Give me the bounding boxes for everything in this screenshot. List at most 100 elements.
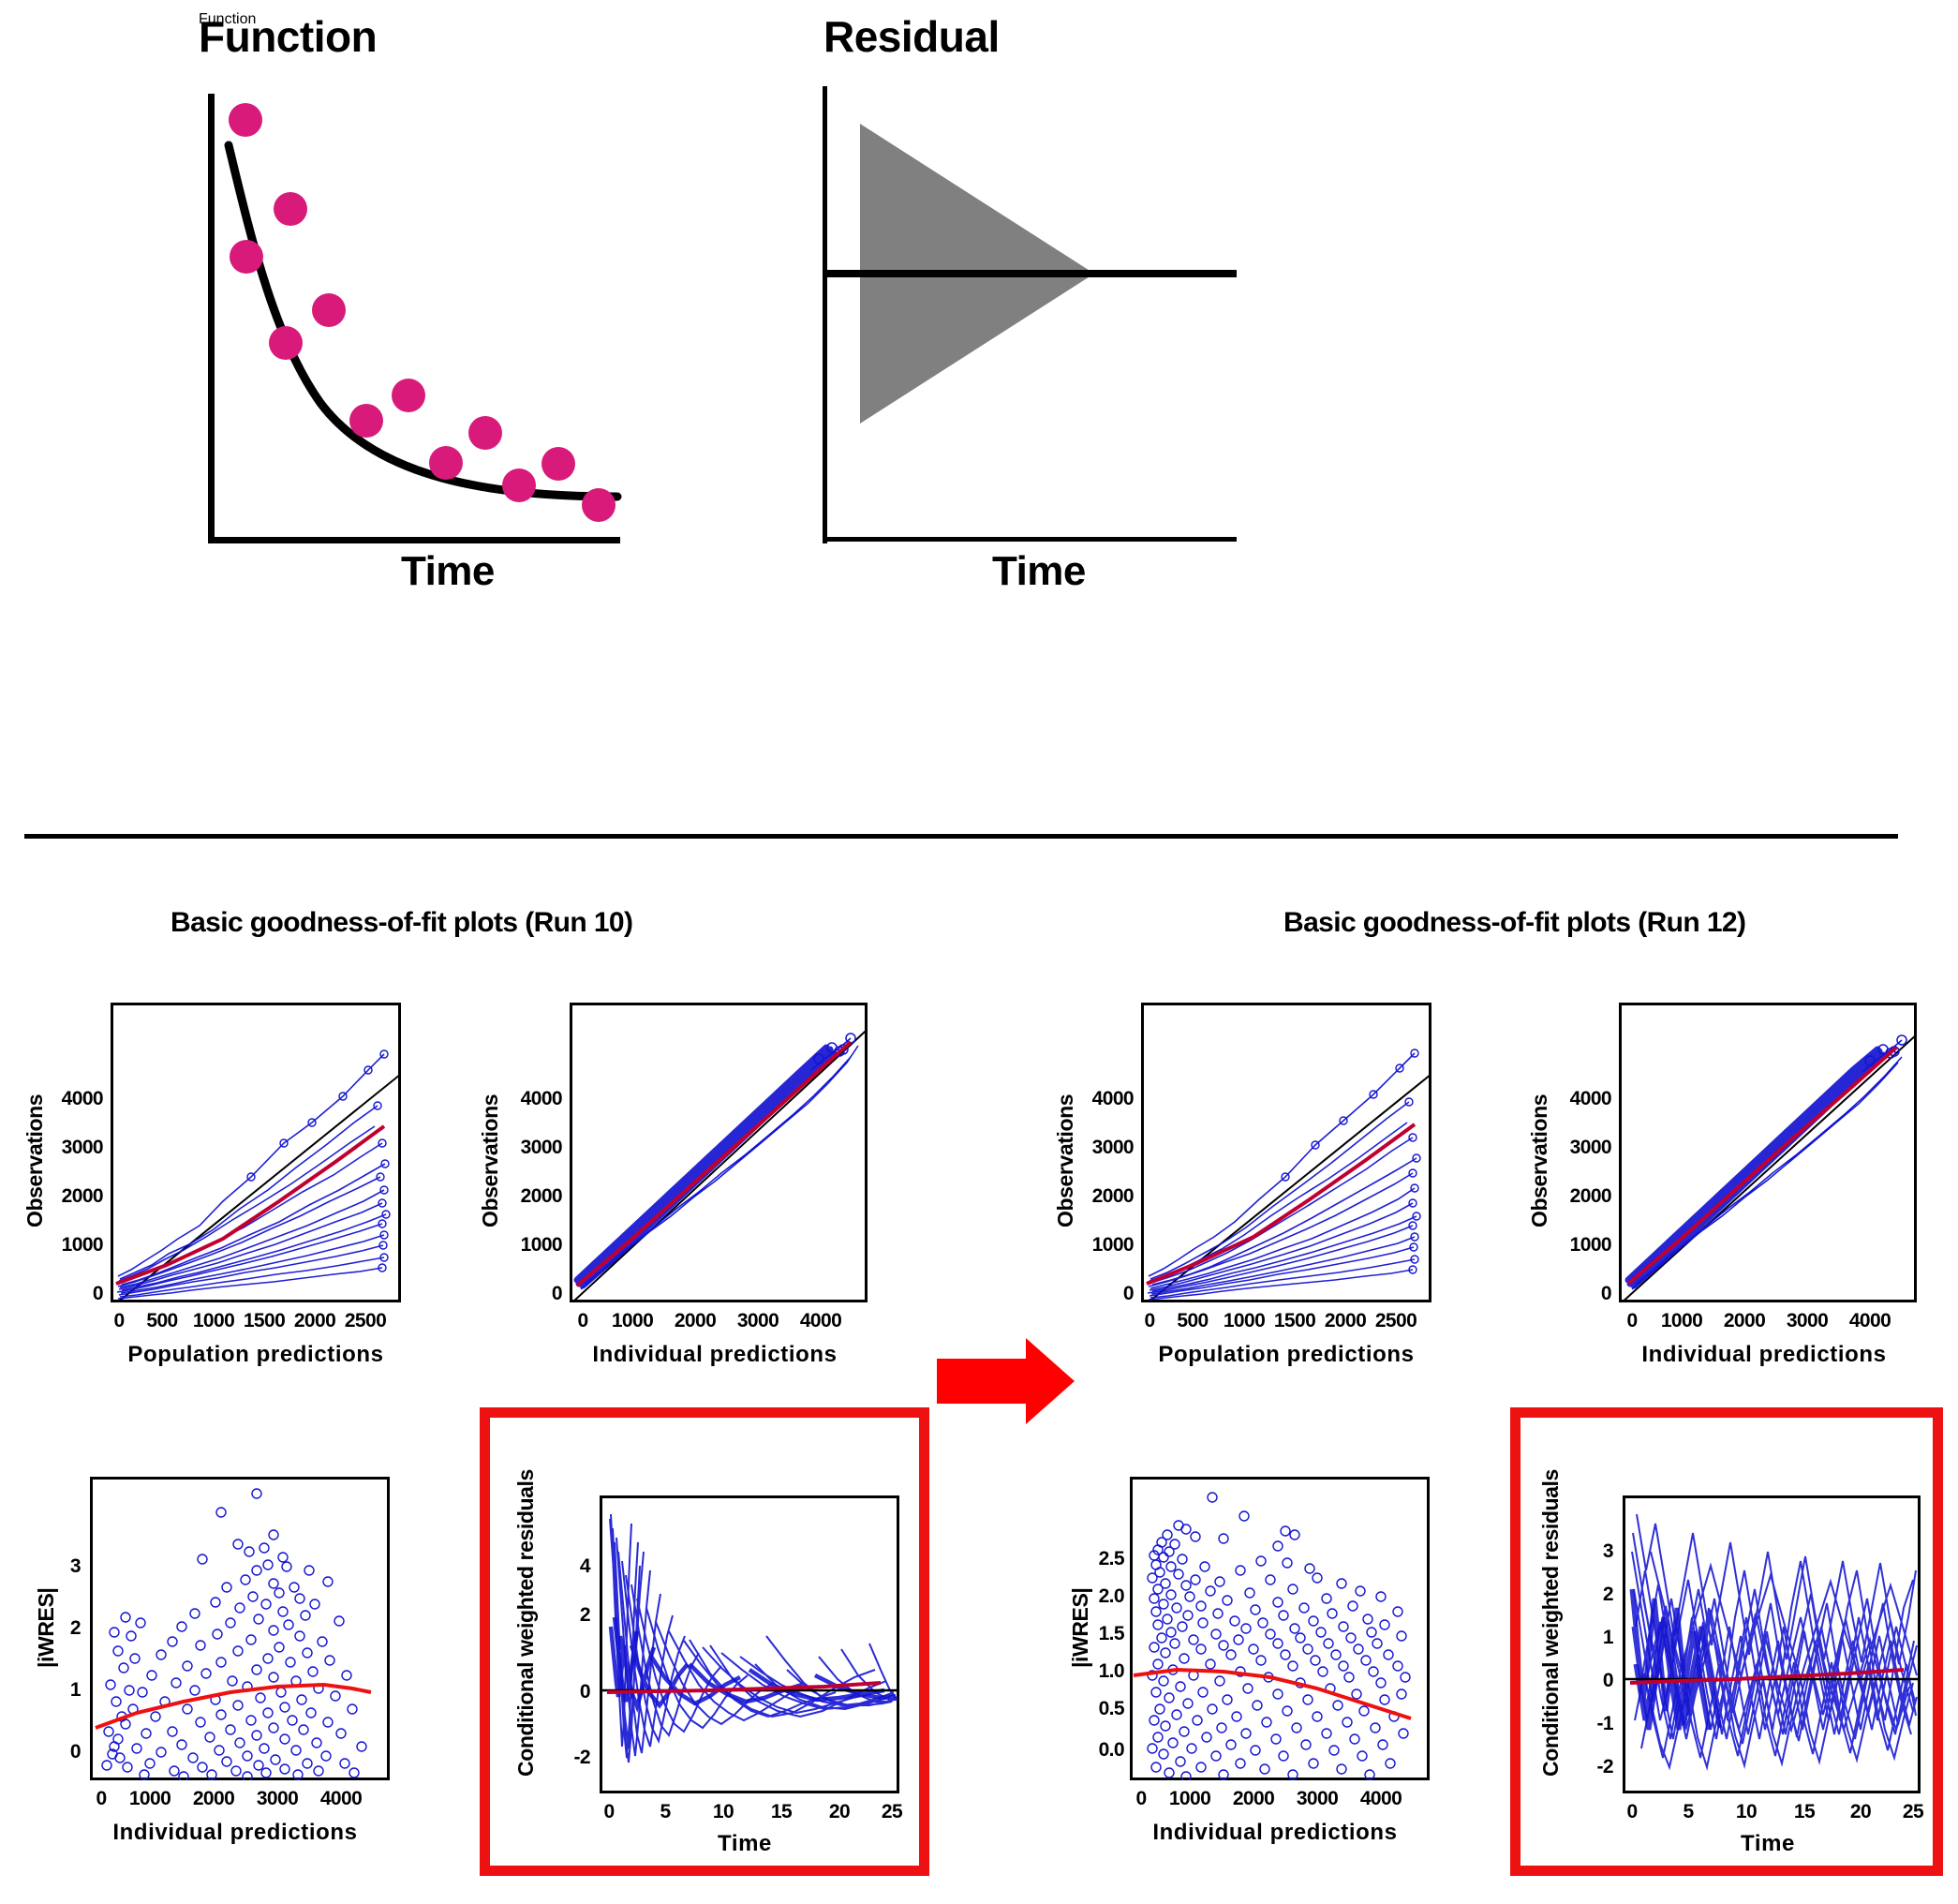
x-tick: 3000 (1786, 1310, 1829, 1331)
x-tick: 15 (770, 1801, 793, 1822)
x-tick: 20 (828, 1801, 851, 1822)
y-tick: 2 (69, 1617, 82, 1639)
y-axis-label: Observations (478, 1093, 502, 1227)
x-tick: 0 (603, 1801, 615, 1822)
observation-dot (349, 404, 383, 438)
x-tick: 1000 (192, 1310, 235, 1331)
x-tick: 1500 (1273, 1310, 1316, 1331)
red-right-arrow-head (1026, 1338, 1075, 1424)
residual-y-axis (823, 86, 827, 543)
y-tick: 0 (579, 1681, 591, 1703)
x-tick: 2000 (192, 1788, 235, 1809)
function-x-axis-label: Time (401, 548, 495, 594)
plot-canvas (1133, 1492, 1412, 1780)
function-x-axis (208, 537, 620, 543)
x-axis-label: Time (1741, 1831, 1795, 1856)
residual-x-axis-label: Time (992, 548, 1086, 594)
plot-canvas (571, 1028, 868, 1302)
plot-run12-pred-vs-obs[interactable]: Observations Population predictions 4000… (1031, 993, 1452, 1387)
y-tick: 0 (551, 1283, 563, 1304)
x-tick: 2000 (1232, 1788, 1275, 1809)
plot-canvas (1146, 1049, 1431, 1302)
x-axis-label: Individual predictions (112, 1820, 358, 1845)
x-tick: 10 (1735, 1801, 1758, 1822)
x-tick: 1000 (128, 1788, 171, 1809)
x-axis-label: Individual predictions (1641, 1342, 1887, 1367)
y-tick: 0 (1122, 1283, 1135, 1304)
x-tick: 1000 (611, 1310, 654, 1331)
y-tick: 0 (1602, 1670, 1614, 1691)
x-axis-label: Time (718, 1831, 772, 1856)
y-tick: 3 (1602, 1540, 1614, 1562)
y-axis-label: Observations (22, 1093, 47, 1227)
plot-canvas (1620, 1033, 1917, 1302)
x-tick: 10 (712, 1801, 734, 1822)
plot-run10-pred-vs-obs[interactable]: Observations Population predictions 4000… (0, 993, 422, 1387)
y-tick: 1 (1602, 1627, 1614, 1648)
x-tick: 0 (1626, 1310, 1638, 1331)
gof-right-title: Basic goodness-of-fit plots (Run 12) (1283, 907, 1746, 938)
plot-run10-iwres-vs-ipred[interactable]: |iWRES| Individual predictions 3 2 1 0 0… (0, 1406, 422, 1846)
plot-canvas (1623, 1513, 1921, 1771)
y-tick: 0 (69, 1741, 82, 1763)
x-axis-label: Population predictions (1158, 1342, 1415, 1367)
x-tick: 2000 (1723, 1310, 1766, 1331)
x-tick: 1000 (1223, 1310, 1266, 1331)
x-tick: 25 (881, 1801, 903, 1822)
red-right-arrow-shaft (937, 1359, 1026, 1404)
x-tick: 500 (146, 1310, 178, 1331)
x-tick: 3000 (1296, 1788, 1339, 1809)
x-axis-label: Individual predictions (592, 1342, 838, 1367)
x-tick: 20 (1849, 1801, 1872, 1822)
x-axis-label: Individual predictions (1152, 1820, 1398, 1845)
x-tick: 2500 (344, 1310, 387, 1331)
y-tick: 2000 (1091, 1185, 1135, 1207)
x-tick: 25 (1902, 1801, 1924, 1822)
y-tick: 4000 (1091, 1088, 1135, 1109)
x-tick: 4000 (799, 1310, 842, 1331)
x-tick: 4000 (1359, 1788, 1402, 1809)
y-tick: 2000 (520, 1185, 563, 1207)
x-tick: 4000 (1848, 1310, 1891, 1331)
y-tick: 2 (579, 1604, 591, 1626)
y-axis-label: Conditional weighted residuals (513, 1469, 538, 1777)
y-tick: 4000 (1569, 1088, 1612, 1109)
plot-run12-iwres-vs-ipred[interactable]: |iWRES| Individual predictions 2.5 2.0 1… (1031, 1406, 1471, 1846)
x-tick: 5 (1683, 1801, 1694, 1822)
y-tick: 3000 (1569, 1137, 1612, 1158)
plot-run10-ipred-vs-obs[interactable]: Observations Individual predictions 4000… (450, 993, 890, 1387)
x-tick: 0 (577, 1310, 588, 1331)
y-tick: 0.5 (1098, 1698, 1125, 1719)
y-tick: 4000 (520, 1088, 563, 1109)
plot-run12-cwres-vs-time[interactable]: Conditional weighted residuals Time 3 2 … (1510, 1407, 1943, 1876)
y-tick: -2 (1596, 1756, 1614, 1778)
residual-title: Residual (823, 12, 1000, 61)
y-tick: 3000 (520, 1137, 563, 1158)
observation-dot (541, 447, 575, 481)
observation-dot (230, 240, 263, 274)
y-axis-label: Observations (1053, 1093, 1077, 1227)
x-tick: 0 (1626, 1801, 1638, 1822)
y-tick: 1.5 (1098, 1623, 1125, 1644)
gof-left-title: Basic goodness-of-fit plots (Run 10) (171, 907, 633, 938)
y-tick: 0 (1600, 1283, 1612, 1304)
plot-frame (90, 1477, 390, 1780)
y-tick: 4 (579, 1555, 591, 1577)
highlight-box-run12-cwres (1510, 1407, 1943, 1876)
y-tick: 2.5 (1098, 1548, 1125, 1569)
observation-dot (429, 446, 463, 480)
y-tick: 3 (69, 1555, 82, 1577)
plot-run10-cwres-vs-time[interactable]: Conditional weighted residuals Time 4 2 … (480, 1407, 929, 1876)
x-tick: 1500 (243, 1310, 286, 1331)
x-tick: 1000 (1168, 1788, 1211, 1809)
y-tick: 3000 (1091, 1137, 1135, 1158)
x-tick: 3000 (736, 1310, 779, 1331)
plot-frame (1141, 1003, 1431, 1302)
function-title: Function (199, 12, 378, 61)
x-tick: 2000 (293, 1310, 336, 1331)
x-tick: 2000 (674, 1310, 717, 1331)
y-tick: 0.0 (1098, 1739, 1125, 1761)
y-tick: 1 (69, 1679, 82, 1701)
plot-run12-ipred-vs-obs[interactable]: Observations Individual predictions 4000… (1499, 993, 1939, 1387)
y-tick: 1000 (1569, 1234, 1612, 1256)
